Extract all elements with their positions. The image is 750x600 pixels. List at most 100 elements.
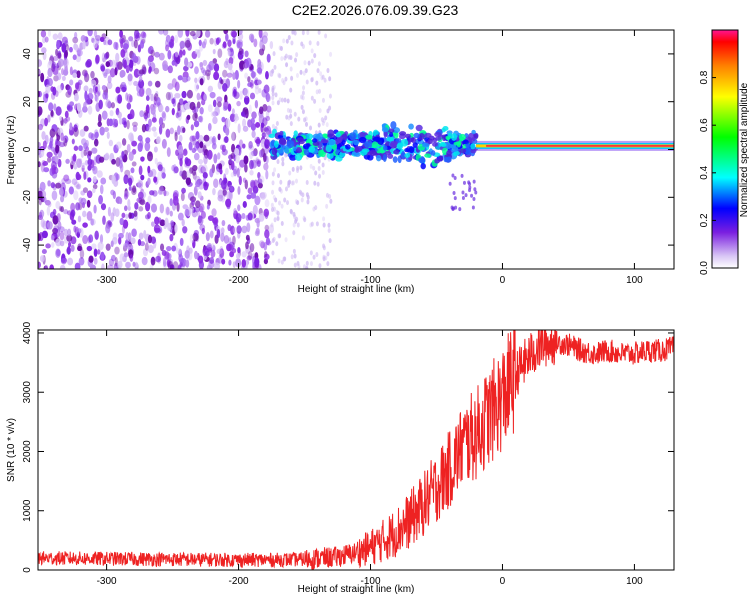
heatmap-cell: [246, 194, 252, 200]
heatmap-cell: [150, 203, 158, 213]
heatmap-cell: [400, 138, 409, 147]
heatmap-cell: [142, 248, 149, 257]
heatmap-cell: [87, 164, 92, 171]
heatmap-cell: [77, 215, 82, 223]
heatmap-cell: [345, 144, 351, 150]
heatmap-cell: [80, 35, 86, 43]
heatmap-cell: [312, 206, 316, 212]
heatmap-cell: [66, 234, 73, 242]
heatmap-cell: [123, 121, 127, 128]
heatmap-cell: [293, 262, 297, 268]
heatmap-cell: [47, 201, 52, 208]
heatmap-cell: [114, 246, 120, 255]
heatmap-cell: [326, 261, 330, 267]
heatmap-cell: [38, 59, 43, 67]
heatmap-cell: [236, 41, 243, 49]
heatmap-cell: [87, 236, 91, 244]
heatmap-cell: [317, 158, 321, 164]
heatmap-cell: [172, 195, 179, 206]
heatmap-cell: [191, 199, 195, 206]
heatmap-cell: [212, 48, 216, 55]
heatmap-cell: [392, 156, 398, 163]
heatmap-cell: [259, 32, 264, 43]
heatmap-cell: [322, 216, 326, 222]
heatmap-cell: [104, 152, 110, 160]
heatmap-cell: [81, 162, 86, 169]
heatmap-cell: [86, 245, 93, 252]
heatmap-cell: [154, 51, 160, 58]
heatmap-cell: [231, 131, 235, 142]
heatmap-cell: [263, 241, 268, 251]
heatmap-cell: [76, 174, 82, 181]
heatmap-cell: [232, 72, 236, 81]
heatmap-cell: [284, 237, 288, 243]
heatmap-cell: [114, 208, 120, 217]
heatmap-cell: [281, 77, 285, 83]
heatmap-cell: [58, 226, 65, 233]
heatmap-cell: [83, 101, 87, 112]
heatmap-cell: [110, 59, 117, 69]
heatmap-cell: [193, 250, 198, 260]
heatmap-cell: [147, 234, 152, 244]
heatmap-cell: [387, 153, 394, 159]
heatmap-cell: [205, 140, 211, 147]
heatmap-cell: [198, 164, 205, 174]
heatmap-cell: [144, 214, 150, 220]
heatmap-cell: [324, 115, 328, 121]
heatmap-cell: [294, 218, 298, 224]
heatmap-cell: [199, 62, 204, 68]
heatmap-cell: [74, 262, 81, 269]
heatmap-cell: [96, 83, 101, 93]
heatmap-cell: [47, 30, 51, 37]
heatmap-cell: [321, 97, 325, 103]
heatmap-cell: [286, 140, 295, 149]
heatmap-cell: [303, 217, 307, 223]
heatmap-cell: [321, 74, 325, 80]
heatmap-cell: [133, 39, 138, 49]
heatmap-cell: [431, 150, 436, 156]
heatmap-cell: [302, 264, 306, 269]
heatmap-cell: [93, 204, 97, 214]
heatmap-cell: [303, 117, 307, 123]
heatmap-cell: [245, 241, 249, 250]
heatmap-cell: [83, 125, 89, 132]
heatmap-cell: [178, 144, 184, 155]
heatmap-cell: [71, 219, 77, 225]
spectrogram-y-ticks: -40 -20 0 20 40: [22, 48, 674, 252]
heatmap-cell: [458, 207, 462, 212]
heatmap-cell: [89, 218, 96, 226]
heatmap-cell: [107, 264, 114, 269]
heatmap-cell: [382, 153, 387, 162]
heatmap-cell: [147, 195, 152, 204]
heatmap-cell: [327, 222, 331, 228]
heatmap-cell: [309, 261, 313, 267]
heatmap-cell: [82, 210, 87, 218]
heatmap-cell: [43, 265, 48, 269]
heatmap-cell: [322, 256, 326, 262]
heatmap-cell: [166, 246, 172, 252]
heatmap-cell: [176, 107, 182, 118]
heatmap-cell: [300, 104, 304, 110]
heatmap-cell: [38, 141, 41, 148]
heatmap-cell: [98, 194, 103, 205]
heatmap-cell: [100, 251, 105, 261]
heatmap-cell: [128, 151, 134, 162]
heatmap-cell: [50, 182, 56, 189]
heatmap-cell: [99, 126, 105, 136]
heatmap-cell: [59, 231, 65, 241]
heatmap-cell: [236, 252, 241, 260]
heatmap-cell: [147, 80, 153, 87]
heatmap-cell: [290, 254, 294, 260]
heatmap-cell: [94, 34, 102, 42]
heatmap-cell: [210, 243, 215, 250]
heatmap-cell: [167, 261, 174, 269]
heatmap-cell: [93, 138, 99, 147]
heatmap-cell: [132, 121, 138, 127]
heatmap-cell: [72, 153, 77, 162]
heatmap-cell: [182, 226, 188, 234]
heatmap-cell: [292, 222, 296, 228]
heatmap-cell: [40, 147, 45, 158]
heatmap-cell: [69, 46, 73, 53]
heatmap-cell: [154, 227, 161, 233]
heatmap-cell: [289, 87, 293, 93]
